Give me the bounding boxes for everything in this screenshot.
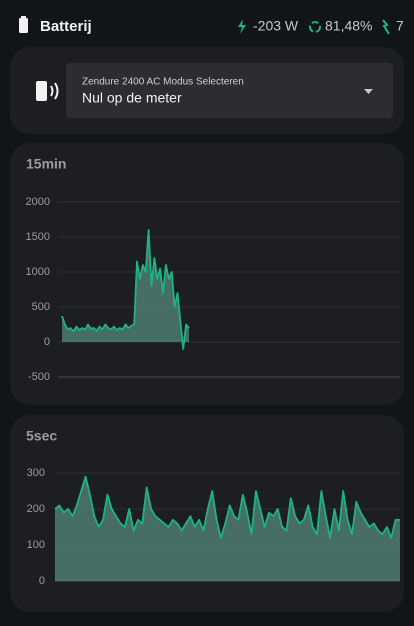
y-tick-label: 300 (27, 467, 45, 479)
y-tick-label: 100 (27, 539, 45, 551)
wireless-icon (50, 82, 59, 100)
charge-value: 81,48% (325, 18, 372, 34)
dropdown-arrow[interactable] (364, 89, 373, 94)
battery-icon-cap (21, 16, 26, 19)
y-tick-label: 500 (32, 301, 50, 313)
y-tick-label: 0 (39, 575, 45, 587)
y-tick-label: 1500 (26, 231, 50, 243)
select-box[interactable] (66, 63, 393, 118)
power-value: -203 W (253, 18, 299, 34)
select-label: Zendure 2400 AC Modus Selecteren (82, 77, 244, 88)
y-tick-label: 0 (44, 336, 50, 348)
area-fill (55, 476, 400, 581)
y-tick-label: 2000 (26, 196, 50, 208)
count-icon (382, 19, 390, 35)
charge-icon (309, 21, 321, 33)
count-value: 7 (396, 18, 404, 34)
page-title: Batterij (40, 18, 92, 35)
chart-card (10, 143, 404, 405)
battery-icon (19, 18, 28, 33)
chart-title: 5sec (26, 428, 57, 444)
line (61, 229, 190, 350)
line (54, 475, 400, 539)
select-value: Nul op de meter (82, 90, 182, 106)
y-tick-label: 200 (27, 503, 45, 515)
chart-title: 15min (26, 156, 66, 172)
y-tick-label: 1000 (26, 266, 50, 278)
battery-wireless-icon (36, 81, 47, 101)
y-tick-label: -500 (28, 371, 50, 383)
power-icon (238, 19, 246, 34)
area-fill (62, 230, 189, 349)
